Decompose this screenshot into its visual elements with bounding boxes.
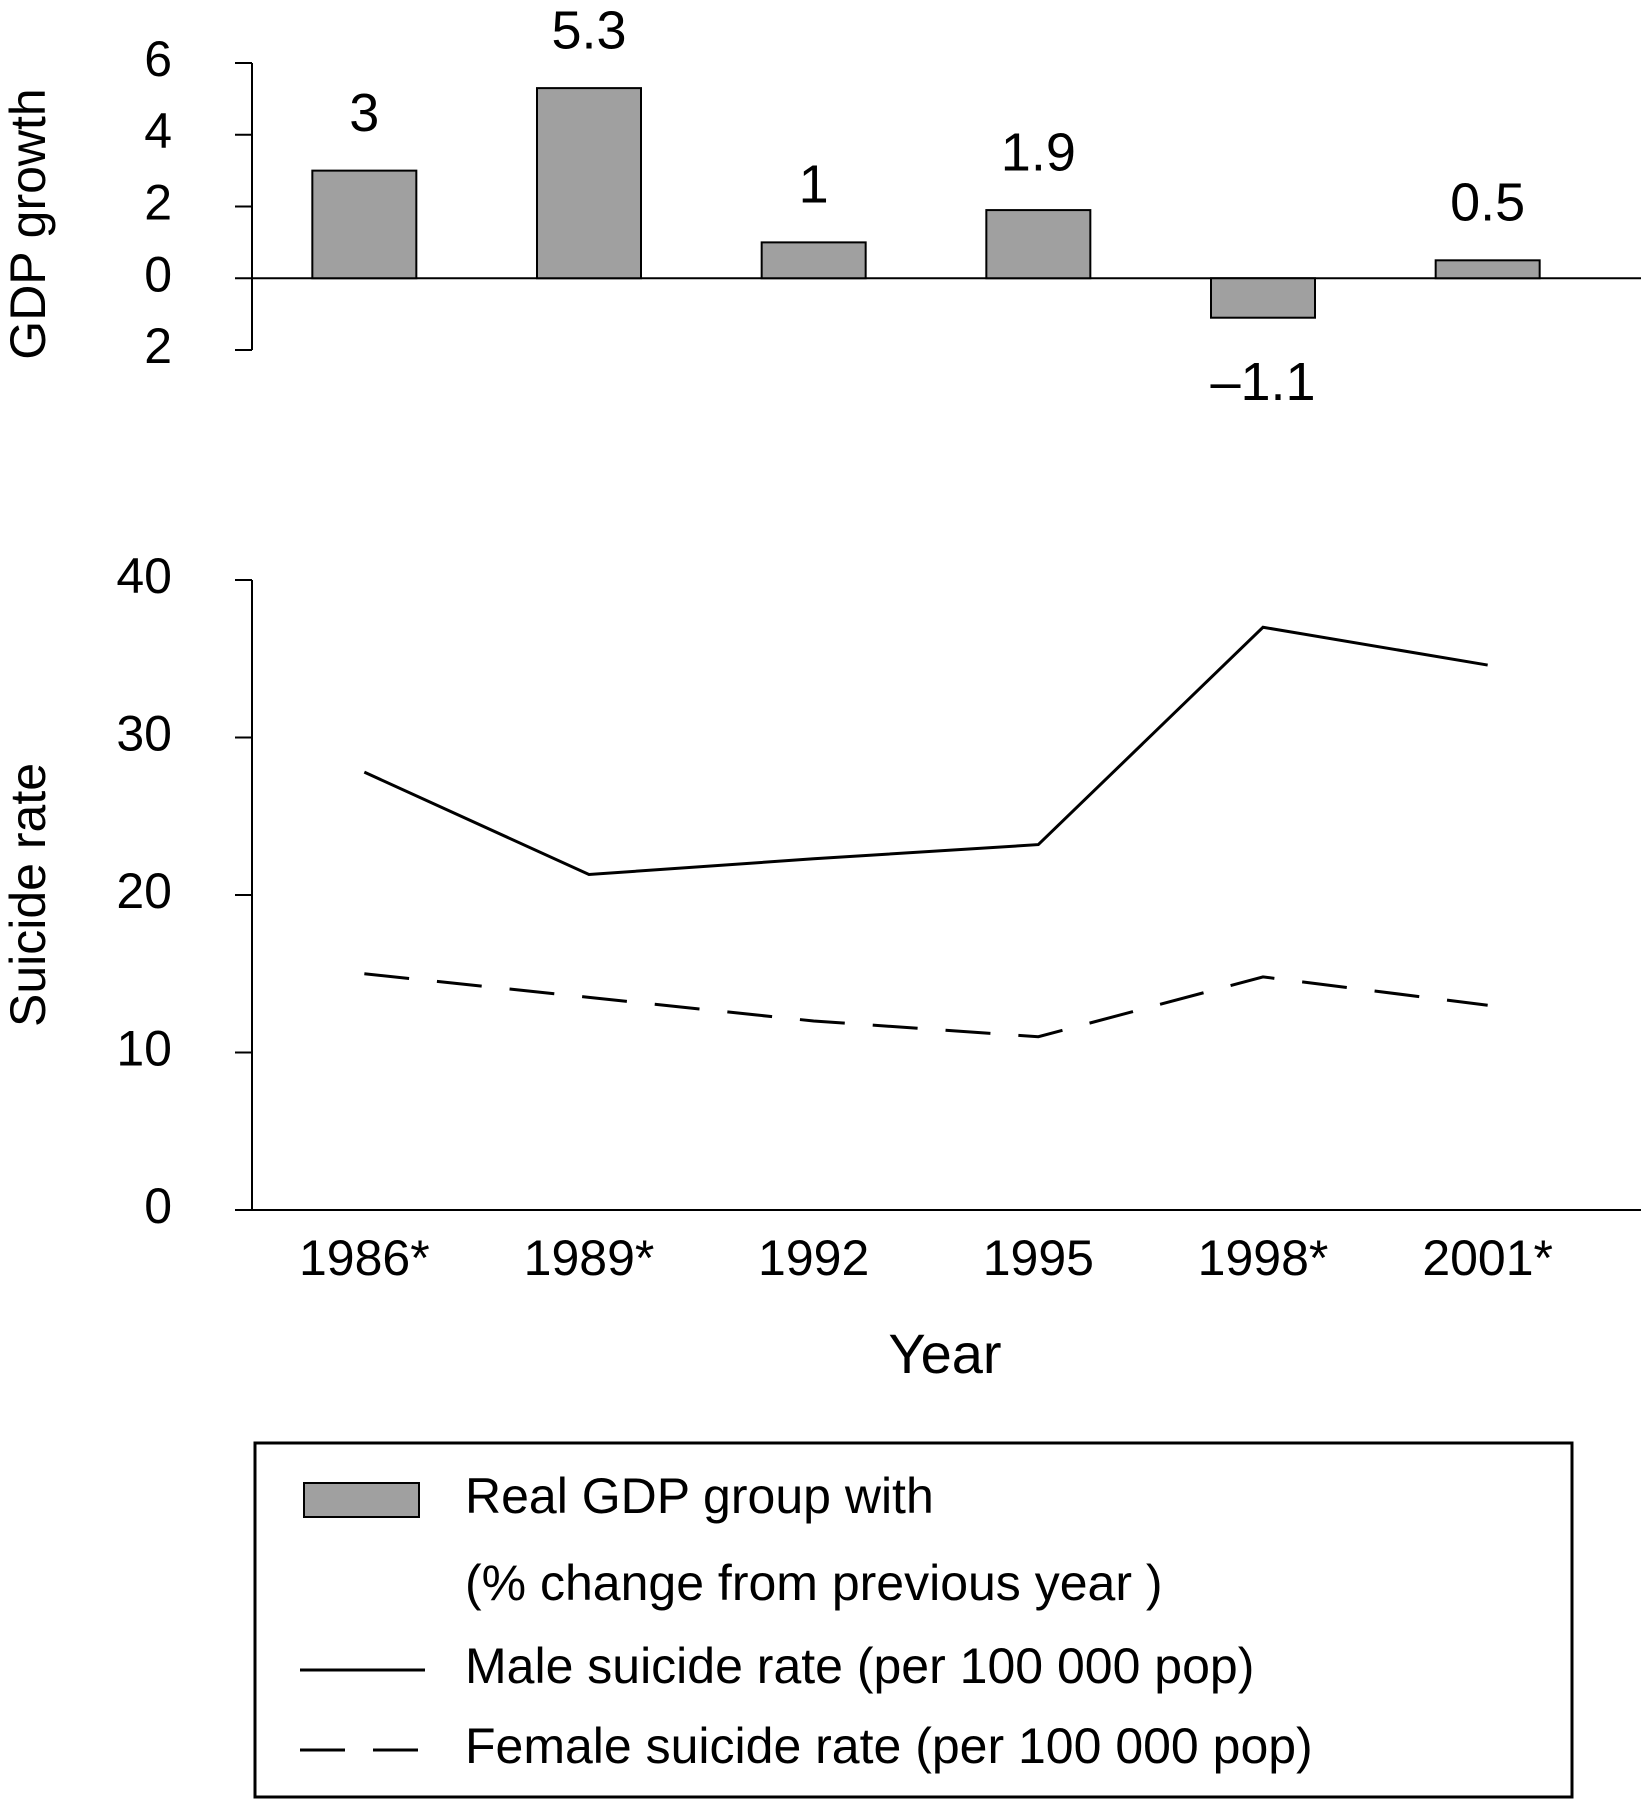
y-tick-label: 30 (116, 706, 172, 762)
bar (311, 169, 418, 280)
x-tick-label: 2001* (1422, 1230, 1553, 1286)
y-tick-label: 10 (116, 1021, 172, 1077)
value-label: –1.1 (1210, 352, 1315, 412)
legend-label: (% change from previous year ) (465, 1555, 1163, 1611)
y-tick-label: 4 (144, 103, 172, 159)
line-series (364, 972, 1488, 1039)
bar (985, 209, 1092, 280)
legend-label: Male suicide rate (per 100 000 pop) (465, 1638, 1254, 1694)
value-label: 3 (349, 83, 379, 143)
x-tick-label: 1995 (983, 1230, 1094, 1286)
bar (1434, 259, 1541, 280)
value-label: 1.9 (1001, 122, 1076, 182)
y-axis-label: GDP growth (0, 88, 56, 359)
x-axis-label: Year (888, 1322, 1001, 1385)
legend-label: Real GDP group with (465, 1468, 934, 1524)
y-tick-label: 0 (144, 246, 172, 302)
y-tick-label: 2 (144, 318, 172, 374)
value-label: 0.5 (1450, 173, 1525, 233)
y-tick-label: 6 (144, 31, 172, 87)
x-tick-label: 1986* (299, 1230, 430, 1286)
y-tick-label: 40 (116, 548, 172, 604)
y-axis-label: Suicide rate (0, 763, 56, 1027)
y-tick-label: 2 (144, 175, 172, 231)
bar (536, 87, 642, 280)
value-label: 5.3 (551, 0, 626, 60)
y-tick-label: 20 (116, 863, 172, 919)
bar (1210, 277, 1316, 319)
value-label: 1 (799, 155, 829, 215)
bar (760, 241, 867, 280)
line-series (363, 625, 1488, 877)
x-tick-label: 1992 (758, 1230, 869, 1286)
x-tick-label: 1998* (1198, 1230, 1329, 1286)
legend-box (253, 1441, 1574, 1799)
legend-label: Female suicide rate (per 100 000 pop) (465, 1718, 1313, 1774)
legend-swatch (303, 1482, 420, 1518)
y-tick-label: 0 (144, 1178, 172, 1234)
x-tick-label: 1989* (524, 1230, 655, 1286)
